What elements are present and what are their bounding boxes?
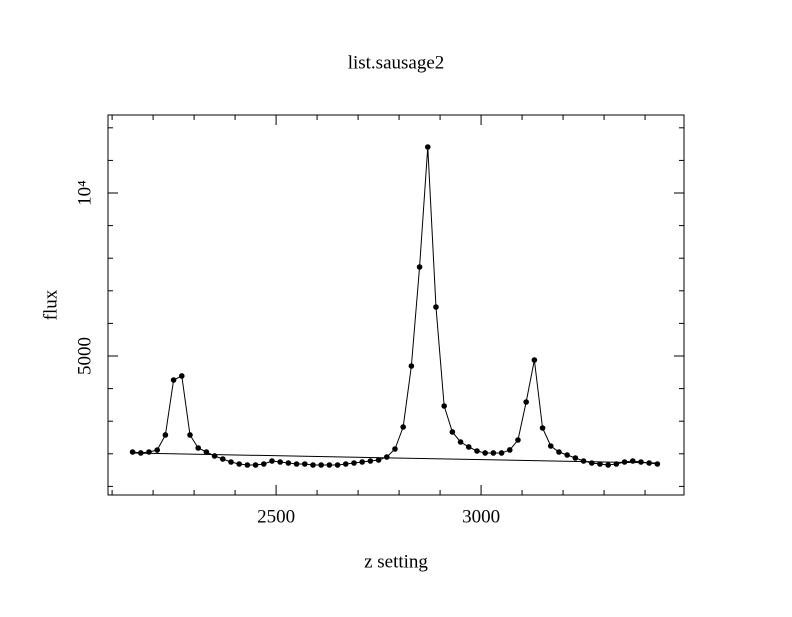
data-point xyxy=(433,304,439,310)
data-point xyxy=(170,377,177,383)
x-tick-label: 3000 xyxy=(462,506,500,527)
data-point xyxy=(269,458,275,464)
data-point xyxy=(351,460,357,466)
data-point xyxy=(203,449,210,455)
series-line xyxy=(132,452,658,464)
data-point xyxy=(301,461,308,467)
data-point xyxy=(310,462,316,468)
data-point xyxy=(260,461,267,467)
y-tick-label: 5000 xyxy=(74,337,95,375)
data-point xyxy=(457,439,464,445)
data-point xyxy=(539,425,546,431)
data-point xyxy=(449,429,456,435)
data-point xyxy=(490,450,497,456)
data-point xyxy=(572,455,579,461)
data-point xyxy=(597,461,603,467)
data-point xyxy=(195,445,201,451)
data-point xyxy=(482,450,488,456)
data-point xyxy=(252,462,259,468)
data-point xyxy=(474,448,480,454)
data-point xyxy=(359,459,365,465)
y-axis-label: flux xyxy=(40,289,61,320)
data-point xyxy=(506,447,513,453)
y-tick-label: 10⁴ xyxy=(74,180,95,206)
data-point xyxy=(531,357,538,363)
data-point xyxy=(318,462,324,468)
data-point xyxy=(424,144,431,150)
data-point xyxy=(244,462,251,468)
data-point xyxy=(334,462,341,468)
data-point xyxy=(515,437,521,443)
data-point xyxy=(293,461,300,467)
data-point xyxy=(564,452,570,458)
data-point xyxy=(605,462,611,468)
data-point xyxy=(375,457,382,463)
data-point xyxy=(588,460,595,466)
data-point xyxy=(342,461,349,467)
data-point xyxy=(383,454,390,460)
data-point xyxy=(146,449,152,455)
data-point xyxy=(638,459,644,465)
data-point xyxy=(547,443,554,449)
data-point xyxy=(654,461,661,467)
data-point xyxy=(228,459,234,465)
data-point xyxy=(367,458,374,464)
data-point xyxy=(236,461,242,467)
data-point xyxy=(277,459,283,465)
data-point xyxy=(523,399,529,405)
data-point xyxy=(129,449,136,455)
chart-title: list.sausage2 xyxy=(348,52,445,73)
data-point xyxy=(154,447,160,453)
data-point xyxy=(392,446,398,452)
data-point xyxy=(187,432,193,438)
data-point xyxy=(408,363,415,369)
data-point xyxy=(178,373,185,379)
data-point xyxy=(219,456,226,462)
plot-frame xyxy=(107,114,685,496)
data-point xyxy=(441,403,447,409)
data-point xyxy=(580,458,587,464)
data-point xyxy=(285,460,292,466)
data-point xyxy=(416,264,423,270)
data-point xyxy=(162,432,169,438)
data-point xyxy=(465,444,472,450)
data-point xyxy=(556,449,562,455)
x-tick-label: 2500 xyxy=(257,506,295,527)
data-point xyxy=(326,462,333,468)
x-axis-label: z setting xyxy=(364,551,428,572)
data-point xyxy=(498,450,505,456)
data-point xyxy=(400,424,406,430)
